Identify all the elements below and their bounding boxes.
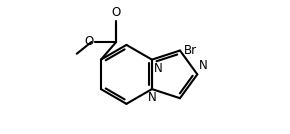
- Text: O: O: [84, 36, 93, 49]
- Text: N: N: [154, 62, 163, 75]
- Text: N: N: [148, 91, 156, 104]
- Text: O: O: [112, 6, 121, 19]
- Text: Br: Br: [184, 44, 197, 57]
- Text: N: N: [199, 59, 208, 72]
